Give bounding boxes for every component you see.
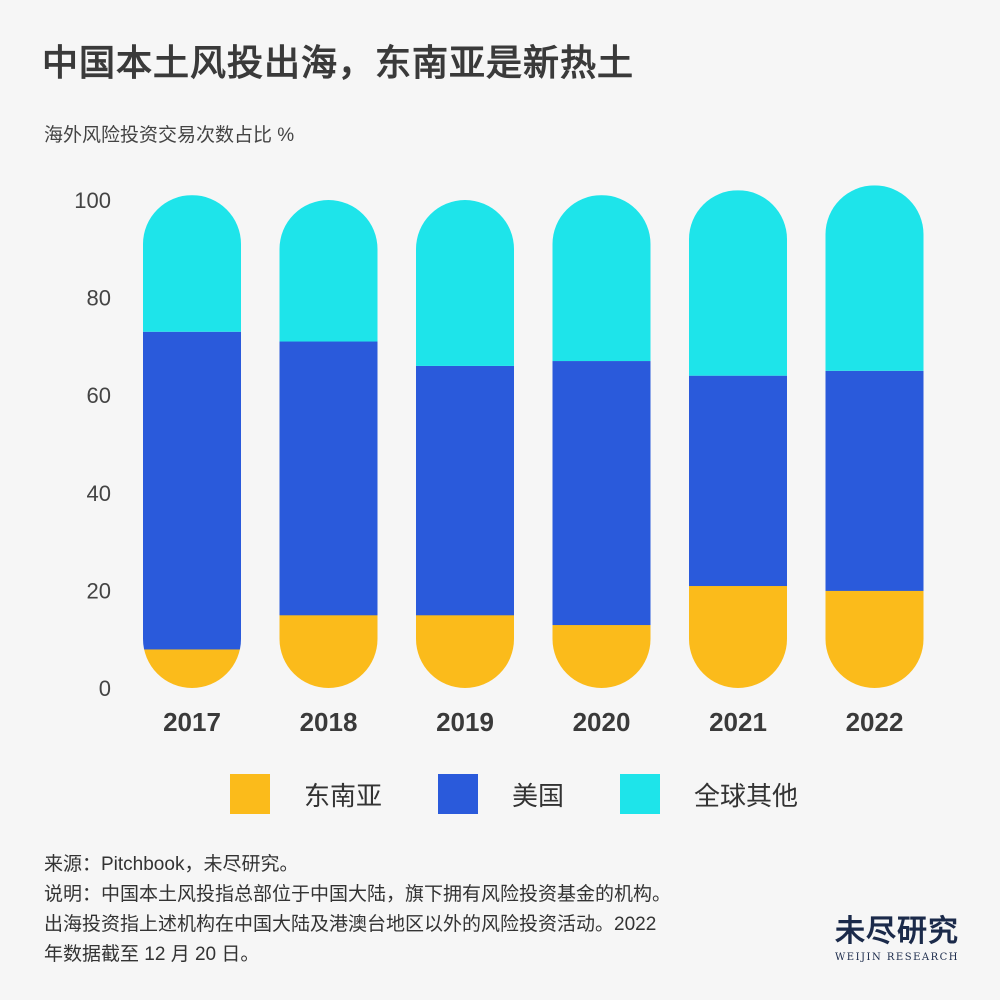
bar-segment-usa-2022 [825, 370, 924, 591]
y-tick-label-40: 40 [87, 481, 111, 506]
bar-segment-southeast-asia-2018 [279, 614, 378, 688]
bar-group-2019 [416, 200, 514, 688]
bar-segment-usa-2017 [143, 331, 241, 650]
bar-segment-other-2018 [279, 200, 378, 342]
y-tick-label-20: 20 [87, 578, 111, 603]
x-tick-label-2018: 2018 [300, 707, 358, 737]
stacked-bar-chart: 0 20 40 60 80 100 2017 2018 2019 2020 2021 2022 [74, 185, 924, 737]
bar-group-2020 [552, 195, 651, 688]
bar-segment-usa-2020 [552, 361, 651, 626]
legend-label-other: 全球其他 [694, 780, 799, 811]
legend-item-southeast-asia: 东南亚 [230, 774, 382, 814]
legend-swatch-other [620, 774, 661, 814]
source-note: 来源：Pitchbook，未尽研究。 [44, 854, 299, 875]
explanation-note-2: 出海投资指上述机构在中国大陆及港澳台地区以外的风险投资活动。2022 [44, 914, 657, 935]
bar-segment-other-2020 [552, 195, 651, 362]
bar-segment-other-2017 [143, 195, 241, 332]
brand-logo-en: WEIJIN RESEARCH [834, 952, 960, 963]
legend-swatch-southeast-asia [230, 774, 270, 814]
bar-segment-southeast-asia-2022 [825, 590, 924, 689]
x-tick-label-2020: 2020 [573, 707, 631, 737]
footnote: 来源：Pitchbook，未尽研究。 说明：中国本土风投指总部位于中国大陆，旗下… [44, 850, 804, 970]
legend-label-southeast-asia: 东南亚 [304, 780, 383, 811]
y-tick-label-60: 60 [87, 383, 111, 408]
x-tick-label-2019: 2019 [436, 707, 494, 737]
legend-swatch-usa [438, 774, 479, 814]
y-tick-label-0: 0 [99, 676, 111, 701]
legend-item-usa: 美国 [438, 774, 564, 814]
bar-group-2018 [279, 200, 378, 688]
chart-legend: 东南亚 美国 全球其他 [230, 774, 854, 814]
bar-segment-other-2019 [416, 200, 514, 366]
explanation-note-3: 年数据截至 12 月 20 日。 [44, 944, 260, 965]
bar-segment-other-2022 [825, 185, 924, 371]
bar-group-2022 [825, 185, 924, 689]
brand-logo-cn: 未尽研究 [835, 914, 959, 949]
bar-segment-southeast-asia-2019 [416, 614, 514, 688]
bar-group-2017 [143, 195, 241, 688]
bar-group-2021 [689, 190, 787, 689]
legend-label-usa: 美国 [512, 780, 565, 811]
y-tick-label-100: 100 [74, 188, 111, 213]
bar-segment-southeast-asia-2017 [143, 648, 241, 688]
bar-segment-southeast-asia-2021 [689, 585, 787, 689]
brand-logo: 未尽研究 WEIJIN RESEARCH [832, 906, 962, 963]
x-tick-label-2017: 2017 [163, 707, 221, 737]
bar-segment-usa-2019 [416, 365, 514, 616]
x-tick-label-2022: 2022 [846, 707, 904, 737]
y-tick-label-80: 80 [87, 286, 111, 311]
x-tick-label-2021: 2021 [709, 707, 767, 737]
chart-title: 中国本土风投出海，东南亚是新热土 [42, 42, 635, 83]
legend-item-other: 全球其他 [620, 774, 798, 814]
chart-subtitle: 海外风险投资交易次数占比 % [44, 125, 295, 146]
bar-segment-southeast-asia-2020 [552, 624, 651, 688]
bar-segment-usa-2021 [689, 375, 787, 587]
bar-segment-usa-2018 [279, 341, 378, 616]
explanation-note-1: 说明：中国本土风投指总部位于中国大陆，旗下拥有风险投资基金的机构。 [44, 884, 672, 905]
bar-segment-other-2021 [689, 190, 787, 376]
